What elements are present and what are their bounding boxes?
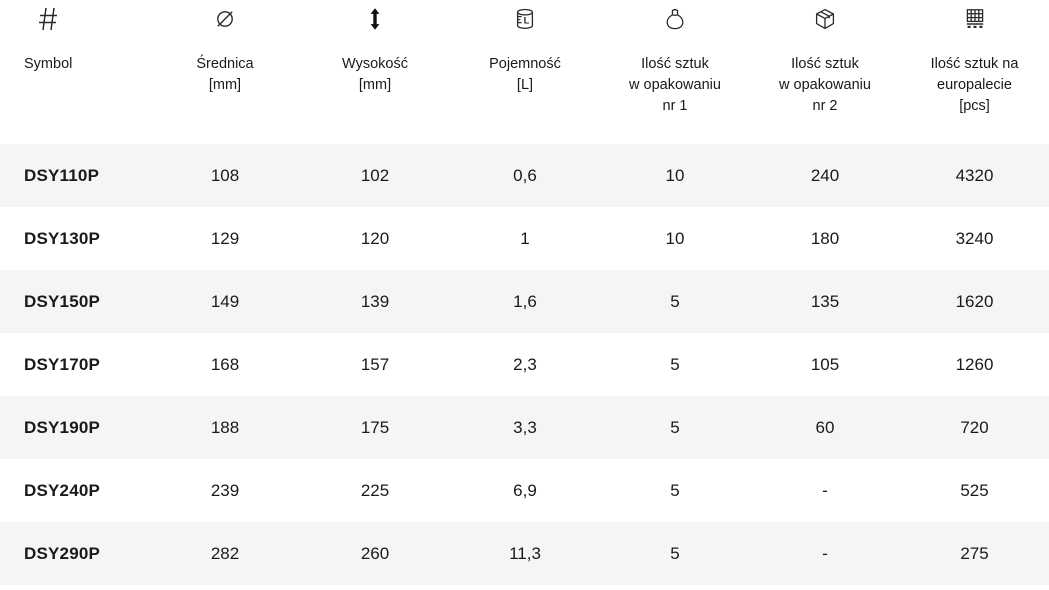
header-qty-pack1: Ilość sztuk w opakowaniu nr 1 [600, 0, 750, 144]
cell-qty-pallet: 3240 [955, 228, 994, 248]
header-qty-pack1-label: Ilość sztuk w opakowaniu nr 1 [629, 56, 721, 114]
cell-qty-pack1: 10 [665, 228, 685, 248]
header-symbol-label: Symbol [24, 56, 73, 72]
header-qty-pallet-label: Ilość sztuk na europalecie [pcs] [930, 56, 1019, 114]
header-diameter: Średnica [mm] [150, 0, 300, 144]
header-diameter-label: Średnica [mm] [196, 56, 254, 93]
cell-symbol: DSY240P [24, 480, 101, 500]
svg-text:L: L [524, 15, 530, 26]
cell-qty-pallet: 525 [960, 480, 989, 500]
cell-diameter: 129 [210, 228, 240, 248]
cell-qty-pallet: 275 [960, 543, 989, 563]
cell-qty-pack2: 180 [810, 228, 840, 248]
cell-qty-pallet: 1260 [955, 354, 994, 374]
cell-qty-pallet: 4320 [955, 165, 994, 185]
cell-capacity: 3,3 [513, 417, 537, 437]
cell-diameter: 108 [210, 165, 240, 185]
cell-symbol: DSY190P [24, 417, 101, 437]
table-row: DSY110P 108 102 0,6 10 240 4320 [0, 144, 1049, 207]
cell-qty-pack1: 10 [665, 165, 685, 185]
cell-symbol: DSY150P [24, 291, 101, 311]
cell-qty-pallet: 720 [960, 417, 989, 437]
cell-qty-pack2: - [822, 543, 828, 563]
cell-diameter: 282 [210, 543, 240, 563]
cell-diameter: 239 [210, 480, 240, 500]
cell-symbol: DSY110P [24, 165, 100, 185]
cell-qty-pack2: - [822, 480, 828, 500]
box-icon [813, 4, 837, 34]
cell-capacity: 6,9 [513, 480, 537, 500]
cell-capacity: 2,3 [513, 354, 537, 374]
table-row: DSY150P 149 139 1,6 5 135 1620 [0, 270, 1049, 333]
header-height-label: Wysokość [mm] [342, 56, 408, 93]
cell-capacity: 1,6 [513, 291, 537, 311]
cell-symbol: DSY130P [24, 228, 101, 248]
header-height: Wysokość [mm] [300, 0, 450, 144]
hash-icon [36, 4, 60, 34]
table-row: DSY130P 129 120 1 10 180 3240 [0, 207, 1049, 270]
cell-qty-pack1: 5 [670, 480, 680, 500]
table-row: DSY190P 188 175 3,3 5 60 720 [0, 396, 1049, 459]
cell-height: 139 [360, 291, 390, 311]
cell-height: 225 [360, 480, 390, 500]
capacity-icon: L [513, 4, 537, 34]
header-qty-pack2-label: Ilość sztuk w opakowaniu nr 2 [779, 56, 871, 114]
header-capacity-label: Pojemność [L] [489, 56, 561, 93]
cell-qty-pack2: 105 [810, 354, 840, 374]
cell-symbol: DSY170P [24, 354, 101, 374]
cell-qty-pack1: 5 [670, 354, 680, 374]
cell-height: 175 [360, 417, 390, 437]
cell-height: 157 [360, 354, 390, 374]
cell-qty-pack2: 240 [810, 165, 840, 185]
cell-capacity: 0,6 [513, 165, 537, 185]
cell-capacity: 11,3 [509, 543, 541, 563]
cell-qty-pack1: 5 [670, 291, 680, 311]
cell-qty-pack2: 135 [810, 291, 840, 311]
cell-height: 102 [360, 165, 390, 185]
header-qty-pack2: Ilość sztuk w opakowaniu nr 2 [750, 0, 900, 144]
header-capacity: L Pojemność [L] [450, 0, 600, 144]
cell-diameter: 168 [210, 354, 240, 374]
table-row: DSY170P 168 157 2,3 5 105 1260 [0, 333, 1049, 396]
cell-qty-pallet: 1620 [955, 291, 994, 311]
table-header: Symbol Średnica [mm] Wysokość [mm] [0, 0, 1049, 144]
cell-diameter: 188 [210, 417, 240, 437]
table-row: DSY240P 239 225 6,9 5 - 525 [0, 459, 1049, 522]
table-row: DSY290P 282 260 11,3 5 - 275 [0, 522, 1049, 585]
cell-diameter: 149 [210, 291, 240, 311]
pallet-icon [963, 4, 987, 34]
cell-capacity: 1 [520, 228, 530, 248]
cell-height: 120 [360, 228, 390, 248]
table-body: DSY110P 108 102 0,6 10 240 4320 DSY130P … [0, 144, 1049, 585]
header-qty-pallet: Ilość sztuk na europalecie [pcs] [900, 0, 1049, 144]
cell-qty-pack1: 5 [670, 417, 680, 437]
cell-symbol: DSY290P [24, 543, 101, 563]
cell-qty-pack2: 60 [815, 417, 835, 437]
bag-icon [663, 4, 687, 34]
diameter-icon [213, 4, 237, 34]
header-symbol: Symbol [0, 0, 150, 144]
cell-height: 260 [360, 543, 390, 563]
cell-qty-pack1: 5 [670, 543, 680, 563]
height-icon [363, 4, 387, 34]
